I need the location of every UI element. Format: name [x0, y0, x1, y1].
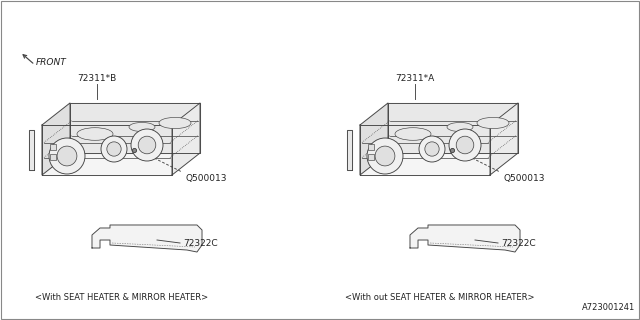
Text: <With SEAT HEATER & MIRROR HEATER>: <With SEAT HEATER & MIRROR HEATER> — [35, 293, 209, 302]
Circle shape — [131, 129, 163, 161]
Circle shape — [57, 146, 77, 166]
Circle shape — [456, 136, 474, 154]
Text: <With out SEAT HEATER & MIRROR HEATER>: <With out SEAT HEATER & MIRROR HEATER> — [345, 293, 535, 302]
Polygon shape — [42, 103, 70, 175]
Ellipse shape — [395, 128, 431, 140]
Text: 72311*A: 72311*A — [396, 74, 435, 83]
Ellipse shape — [447, 123, 473, 132]
Circle shape — [419, 136, 445, 162]
Bar — [50, 144, 56, 150]
Text: 72311*B: 72311*B — [77, 74, 116, 83]
Circle shape — [425, 142, 439, 156]
Ellipse shape — [159, 117, 191, 129]
Text: 72322C: 72322C — [501, 238, 536, 247]
Circle shape — [101, 136, 127, 162]
Polygon shape — [70, 103, 200, 153]
Circle shape — [107, 142, 121, 156]
Polygon shape — [347, 130, 352, 170]
Polygon shape — [490, 103, 518, 175]
Polygon shape — [92, 225, 202, 252]
Text: Q500013: Q500013 — [185, 174, 227, 183]
Circle shape — [449, 129, 481, 161]
Polygon shape — [172, 103, 200, 175]
Bar — [50, 154, 56, 160]
Circle shape — [375, 146, 395, 166]
Text: Q500013: Q500013 — [503, 174, 545, 183]
Circle shape — [138, 136, 156, 154]
Ellipse shape — [129, 123, 155, 132]
Polygon shape — [360, 103, 388, 175]
Polygon shape — [388, 103, 518, 153]
Bar — [368, 154, 374, 160]
Polygon shape — [360, 125, 490, 175]
Polygon shape — [29, 130, 34, 170]
Polygon shape — [410, 225, 520, 252]
Circle shape — [49, 138, 85, 174]
Circle shape — [367, 138, 403, 174]
Bar — [368, 144, 374, 150]
Ellipse shape — [77, 128, 113, 140]
Text: 72322C: 72322C — [183, 238, 218, 247]
Polygon shape — [42, 125, 172, 175]
Ellipse shape — [477, 117, 509, 129]
Text: FRONT: FRONT — [36, 58, 67, 67]
Text: A723001241: A723001241 — [582, 303, 635, 312]
